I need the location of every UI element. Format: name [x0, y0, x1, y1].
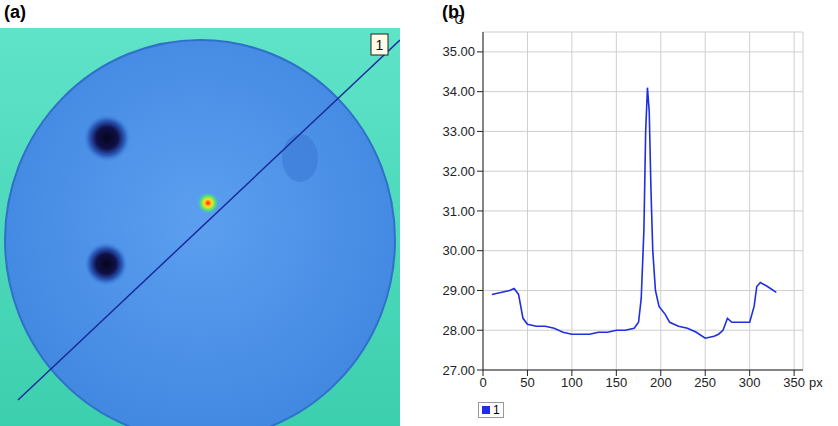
- svg-text:350: 350: [783, 375, 805, 390]
- svg-text:35.00: 35.00: [442, 44, 475, 59]
- svg-text:100: 100: [561, 375, 583, 390]
- svg-text:300: 300: [739, 375, 761, 390]
- svg-text:34.00: 34.00: [442, 84, 475, 99]
- svg-text:50: 50: [520, 375, 534, 390]
- svg-text:28.00: 28.00: [442, 323, 475, 338]
- svg-text:27.00: 27.00: [442, 363, 475, 378]
- svg-text:250: 250: [694, 375, 716, 390]
- svg-text:33.00: 33.00: [442, 124, 475, 139]
- svg-text:°C: °C: [449, 12, 464, 27]
- svg-text:px: px: [809, 375, 823, 390]
- svg-text:200: 200: [650, 375, 672, 390]
- svg-text:31.00: 31.00: [442, 204, 475, 219]
- svg-text:0: 0: [479, 375, 486, 390]
- svg-text:30.00: 30.00: [442, 243, 475, 258]
- svg-text:29.00: 29.00: [442, 283, 475, 298]
- svg-text:150: 150: [605, 375, 627, 390]
- svg-text:32.00: 32.00: [442, 164, 475, 179]
- svg-text:1: 1: [376, 37, 384, 53]
